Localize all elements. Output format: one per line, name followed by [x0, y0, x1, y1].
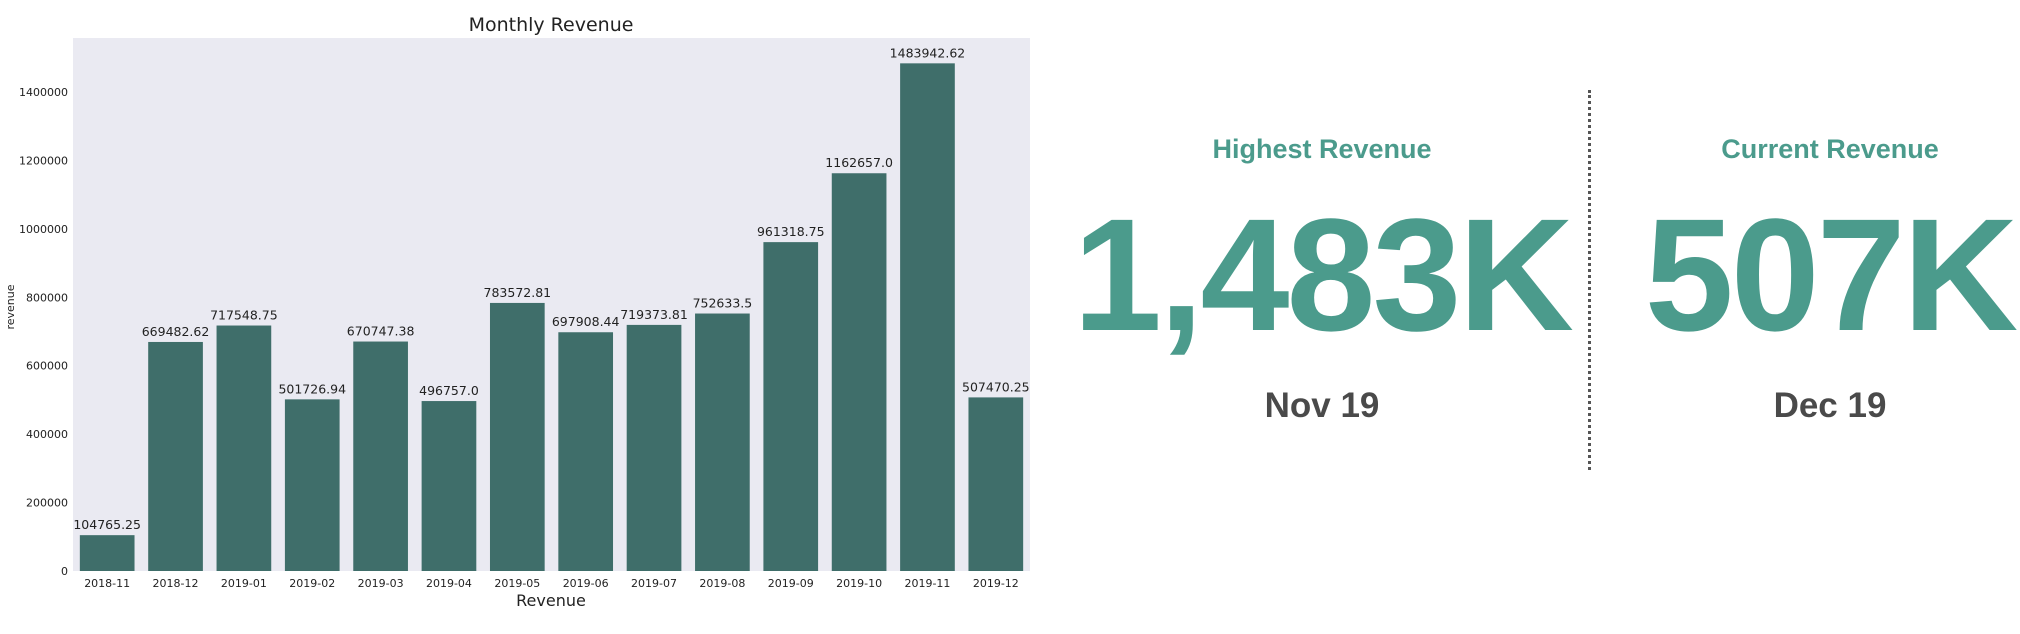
y-tick-label: 1000000: [19, 223, 68, 236]
kpi-title: Current Revenue: [1721, 134, 1939, 164]
kpi-divider: [1588, 90, 1591, 470]
bar-value-label: 670747.38: [347, 324, 415, 339]
bar-value-label: 697908.44: [552, 314, 620, 329]
x-tick-label: 2019-01: [221, 577, 267, 590]
bar-2018-11: [79, 535, 135, 571]
y-tick-label: 600000: [26, 360, 68, 373]
y-tick-label: 0: [61, 565, 68, 578]
bar-value-label: 496757.0: [419, 383, 479, 398]
bar-2019-03: [353, 341, 408, 571]
kpi-date: Nov 19: [1264, 386, 1380, 425]
y-tick-label: 1200000: [19, 154, 68, 167]
y-tick-label: 400000: [26, 428, 68, 441]
x-tick-label: 2019-12: [973, 577, 1019, 590]
bar-2019-04: [421, 401, 477, 571]
bar-2019-12: [968, 397, 1024, 571]
bar-2019-01: [216, 325, 272, 571]
x-axis-label: Revenue: [516, 591, 586, 610]
bar-value-label: 669482.62: [142, 324, 210, 339]
x-tick-label: 2019-04: [426, 577, 472, 590]
x-tick-label: 2018-11: [84, 577, 130, 590]
y-tick-label: 800000: [26, 291, 68, 304]
monthly-revenue-chart: Monthly Revenue Revenue revenue 104765.2…: [4, 14, 1030, 610]
x-tick-label: 2018-12: [153, 577, 199, 590]
x-tick-label: 2019-08: [699, 577, 745, 590]
kpi-value: 507K: [1644, 185, 2019, 364]
chart-title: Monthly Revenue: [469, 14, 634, 36]
x-tick-label: 2019-03: [358, 577, 404, 590]
bar-value-label: 507470.25: [962, 379, 1030, 394]
bar-value-label: 717548.75: [210, 308, 278, 323]
x-tick-labels: 2018-11 2018-12 2019-01 2019-02 2019-03 2019-…: [84, 577, 1019, 590]
bar-2019-09: [763, 242, 819, 571]
kpi-date: Dec 19: [1773, 386, 1887, 425]
x-tick-label: 2019-05: [494, 577, 540, 590]
bar-value-label: 1483942.62: [890, 45, 966, 60]
x-tick-label: 2019-11: [904, 577, 950, 590]
bar-2018-12: [148, 341, 203, 571]
bar-2019-11: [900, 63, 955, 571]
kpi-value: 1,483K: [1073, 185, 1574, 364]
y-tick-label: 200000: [26, 497, 68, 510]
bar-value-label: 783572.81: [484, 285, 552, 300]
kpi-title: Highest Revenue: [1212, 134, 1432, 164]
bar-value-label: 752633.5: [693, 296, 753, 311]
bars-group: [79, 63, 1024, 572]
x-tick-label: 2019-06: [563, 577, 609, 590]
bar-value-label: 1162657.0: [825, 155, 893, 170]
bar-value-label: 961318.75: [757, 224, 825, 239]
bar-value-label: 104765.25: [73, 517, 141, 532]
bar-2019-07: [626, 324, 682, 571]
x-tick-label: 2019-07: [631, 577, 677, 590]
bar-2019-08: [695, 313, 750, 571]
y-tick-label: 1400000: [19, 86, 68, 99]
bar-value-label: 719373.81: [620, 307, 688, 322]
x-tick-label: 2019-02: [289, 577, 335, 590]
y-axis-label: revenue: [4, 284, 17, 329]
x-tick-label: 2019-10: [836, 577, 882, 590]
y-tick-labels: 0 200000 400000 600000 800000 1000000 1200000 1…: [19, 86, 68, 578]
bar-2019-05: [489, 302, 545, 571]
bar-2019-06: [558, 332, 614, 571]
x-tick-label: 2019-09: [768, 577, 814, 590]
bar-2019-10: [831, 173, 887, 572]
bar-value-label: 501726.94: [278, 381, 346, 396]
bar-2019-02: [284, 399, 340, 571]
